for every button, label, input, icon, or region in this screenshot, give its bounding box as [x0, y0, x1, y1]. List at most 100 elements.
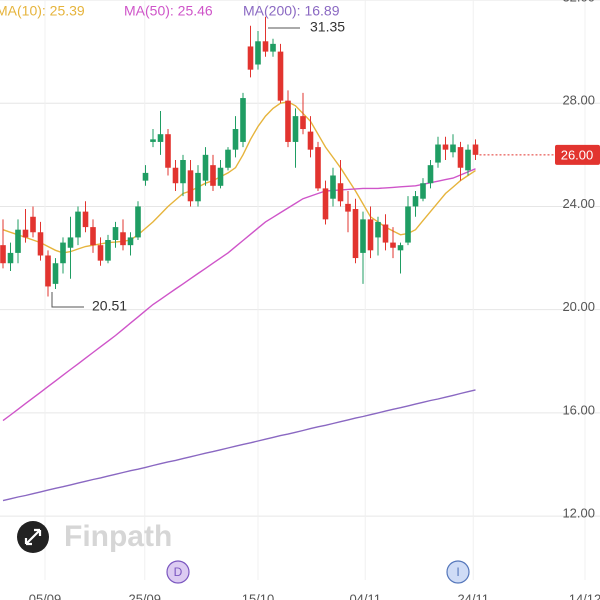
- candle-body: [315, 147, 321, 189]
- candle-body: [202, 154, 209, 181]
- x-tick-label: 04/11: [349, 591, 381, 600]
- moving-averages: [2, 101, 476, 502]
- last-price-tag: [555, 144, 600, 165]
- candle-body: [382, 224, 389, 243]
- grid: [0, 0, 600, 580]
- candle-body: [427, 165, 434, 184]
- annotation: 31.35: [310, 19, 345, 35]
- watermark-icon-arrows: [24, 528, 42, 546]
- candle-body: [150, 139, 156, 142]
- y-tick-label: 16.00: [562, 402, 595, 417]
- x-tick-label: 14/12: [569, 591, 600, 600]
- candle-body: [405, 206, 411, 243]
- x-tick-label: 24/11: [457, 591, 489, 600]
- candle-body: [127, 237, 134, 246]
- x-tick-label: 25/09: [128, 591, 161, 600]
- candle-body: [22, 229, 29, 238]
- candle-body: [270, 43, 276, 52]
- candle-body: [367, 219, 374, 251]
- candle-body: [435, 144, 441, 163]
- candles: [0, 16, 479, 297]
- candle-body: [52, 263, 59, 284]
- event-marker: [446, 560, 470, 584]
- legend-entry: MA(10): 25.39: [0, 3, 85, 19]
- candle-body: [37, 232, 44, 256]
- candle-body: [300, 116, 306, 130]
- candle-body: [232, 129, 239, 150]
- candle-body: [330, 175, 336, 199]
- candle-body: [292, 116, 299, 142]
- ma-line: [2, 101, 476, 254]
- candle-body: [67, 237, 74, 248]
- candle-body: [247, 46, 254, 70]
- candle-body: [187, 170, 194, 202]
- candle-body: [450, 144, 456, 153]
- y-tick-label: 28.00: [562, 93, 595, 108]
- event-marker: [166, 560, 190, 584]
- candle-body: [457, 147, 464, 168]
- candle-body: [337, 183, 344, 202]
- legend-entry: MA(50): 25.46: [124, 3, 213, 19]
- candle-body: [255, 41, 261, 65]
- candle-body: [30, 216, 36, 233]
- candle-body: [90, 227, 96, 246]
- x-tick-label: 15/10: [242, 591, 275, 600]
- event-marker-label: D: [174, 565, 183, 579]
- candle-body: [7, 252, 14, 264]
- watermark: Finpath: [17, 520, 172, 553]
- legend-entry: MA(200): 16.89: [243, 3, 340, 19]
- candle-body: [0, 245, 6, 264]
- candle-body: [105, 240, 111, 261]
- annotation-leader: [51, 292, 84, 308]
- candle-body: [225, 149, 231, 168]
- candle-body: [472, 144, 479, 155]
- candle-body: [412, 196, 419, 207]
- y-tick-label: 20.00: [562, 299, 595, 314]
- ma-line: [2, 389, 476, 502]
- candle-body: [210, 165, 216, 186]
- candle-body: [352, 209, 359, 259]
- candle-body: [465, 149, 471, 171]
- watermark-text: Finpath: [64, 520, 172, 553]
- candle-body: [60, 242, 66, 264]
- candle-body: [390, 242, 396, 248]
- y-tick-label: 32.00: [562, 0, 595, 4]
- candle-body: [217, 167, 224, 186]
- candle-body: [97, 245, 104, 261]
- candle-body: [442, 144, 449, 150]
- candle-body: [165, 134, 171, 168]
- x-tick-label: 05/09: [29, 591, 62, 600]
- candle-body: [420, 183, 426, 199]
- candle-body: [82, 211, 89, 228]
- candle-body: [180, 160, 186, 184]
- candle-body: [322, 188, 329, 220]
- candle-body: [375, 221, 381, 238]
- candle-body: [397, 245, 404, 251]
- candle-body: [75, 211, 81, 238]
- candle-body: [277, 51, 284, 101]
- candle-body: [195, 172, 201, 202]
- annotation: 20.51: [92, 298, 127, 314]
- event-marker-label: I: [456, 565, 459, 579]
- y-tick-label: 24.00: [562, 196, 595, 211]
- candle-body: [120, 232, 126, 246]
- candle-body: [172, 167, 179, 184]
- candle-body: [135, 206, 141, 238]
- candle-body: [285, 100, 291, 142]
- y-tick-label: 12.00: [562, 506, 595, 521]
- candle-body: [15, 229, 21, 253]
- candle-body: [45, 255, 51, 287]
- candle-body: [157, 134, 164, 142]
- candle-body: [142, 172, 149, 181]
- candle-body: [307, 131, 314, 150]
- candle-body: [112, 227, 119, 240]
- candle-body: [262, 41, 269, 52]
- ma-line: [2, 168, 476, 422]
- candle-body: [240, 98, 246, 142]
- candle-body: [345, 203, 351, 212]
- last-price-label: 26.00: [561, 147, 594, 162]
- candle-body: [360, 219, 366, 253]
